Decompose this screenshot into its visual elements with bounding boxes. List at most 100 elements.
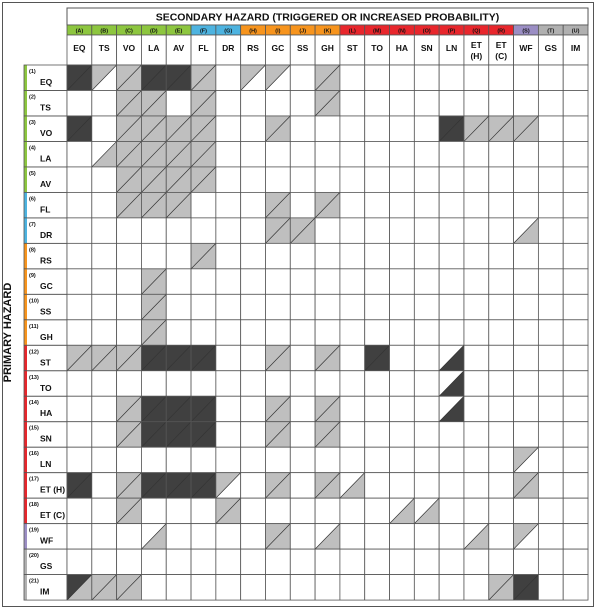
matrix-cell <box>538 549 564 575</box>
column-letter: (C) <box>125 29 133 35</box>
column-label: WF <box>519 43 532 53</box>
cell-diagonal <box>141 472 167 499</box>
column-header-cell <box>488 34 514 66</box>
matrix-cell <box>513 141 539 167</box>
matrix-cell <box>414 90 440 116</box>
matrix-cell <box>463 574 489 601</box>
row-number: (8) <box>29 247 36 253</box>
matrix-cell <box>463 319 489 346</box>
column-letter: (R) <box>497 29 505 35</box>
cell-diagonal <box>66 574 93 601</box>
matrix-cell <box>513 192 539 218</box>
cell-diagonal <box>190 115 217 142</box>
matrix-cell <box>166 370 192 397</box>
matrix-cell <box>191 192 216 218</box>
row-number: (17) <box>29 477 39 483</box>
cell-diagonal <box>314 472 341 499</box>
matrix-cell <box>67 217 92 244</box>
matrix-cell <box>364 217 390 244</box>
matrix-cell <box>215 192 241 218</box>
matrix-cell <box>215 447 241 473</box>
column-label: LN <box>446 43 457 53</box>
matrix-cell <box>215 345 241 371</box>
matrix-cell <box>339 294 365 320</box>
row-label: GC <box>40 281 53 291</box>
cell-diagonal <box>116 90 142 117</box>
matrix-cell <box>191 217 216 244</box>
cell-diagonal <box>141 192 167 219</box>
matrix-cell <box>215 574 241 601</box>
row-label: TO <box>40 383 52 393</box>
row-band-grey <box>24 549 27 575</box>
matrix-cell <box>240 370 266 397</box>
row-number: (14) <box>29 400 39 406</box>
matrix-cell <box>290 319 316 346</box>
cell-diagonal <box>513 523 539 550</box>
matrix-cell <box>290 166 316 193</box>
matrix-cell <box>141 498 167 524</box>
matrix-cell <box>215 421 241 448</box>
matrix-cell <box>364 115 390 142</box>
matrix-cell <box>290 549 316 575</box>
matrix-cell <box>67 243 92 269</box>
matrix-cell <box>538 166 564 193</box>
matrix-cell <box>116 447 142 473</box>
row-band-orange <box>24 294 27 320</box>
matrix-cell <box>488 90 514 116</box>
matrix-cell <box>488 268 514 295</box>
matrix-cell <box>141 370 167 397</box>
column-letter: (M) <box>373 29 381 35</box>
matrix-cell <box>563 549 589 575</box>
matrix-cell <box>463 396 489 422</box>
matrix-cell <box>414 447 440 473</box>
column-header-cell <box>513 34 539 66</box>
matrix-cell <box>414 141 440 167</box>
matrix-cell <box>141 574 167 601</box>
cell-diagonal <box>389 497 415 524</box>
matrix-cell <box>240 498 266 524</box>
matrix-cell <box>463 217 489 244</box>
matrix-cell <box>513 90 539 116</box>
matrix-cell <box>67 396 92 422</box>
matrix-cell <box>290 294 316 320</box>
row-band-red <box>24 345 27 371</box>
matrix-cell <box>339 90 365 116</box>
matrix-cell <box>240 166 266 193</box>
matrix-cell <box>488 421 514 448</box>
matrix-cell <box>414 549 440 575</box>
cell-diagonal <box>265 345 291 372</box>
matrix-cell <box>463 243 489 269</box>
column-label: GS <box>545 43 558 53</box>
matrix-cell <box>339 421 365 448</box>
matrix-cell <box>488 396 514 422</box>
matrix-cell <box>166 217 192 244</box>
matrix-cell <box>488 319 514 346</box>
matrix-cell <box>116 549 142 575</box>
cell-diagonal <box>265 115 291 142</box>
matrix-cell <box>339 345 365 371</box>
row-label: HA <box>40 408 52 418</box>
column-letter: (O) <box>423 29 431 35</box>
matrix-cell <box>488 243 514 269</box>
matrix-cell <box>414 192 440 218</box>
row-band-red <box>24 498 27 524</box>
matrix-cell <box>67 192 92 218</box>
matrix-cell <box>463 345 489 371</box>
matrix-cell <box>389 243 415 269</box>
matrix-cell <box>265 141 291 167</box>
matrix-cell <box>265 574 291 601</box>
matrix-cell <box>315 115 340 142</box>
matrix-cell <box>364 192 390 218</box>
matrix-cell <box>488 549 514 575</box>
matrix-cell <box>339 115 365 142</box>
matrix-cell <box>463 421 489 448</box>
matrix-cell <box>364 447 390 473</box>
cell-diagonal <box>116 497 142 524</box>
matrix-cell <box>339 370 365 397</box>
column-letter: (J) <box>299 29 306 35</box>
matrix-cell <box>240 294 266 320</box>
cell-diagonal <box>66 64 93 91</box>
matrix-cell <box>414 166 440 193</box>
matrix-cell <box>91 370 117 397</box>
column-label: FL <box>198 43 208 53</box>
